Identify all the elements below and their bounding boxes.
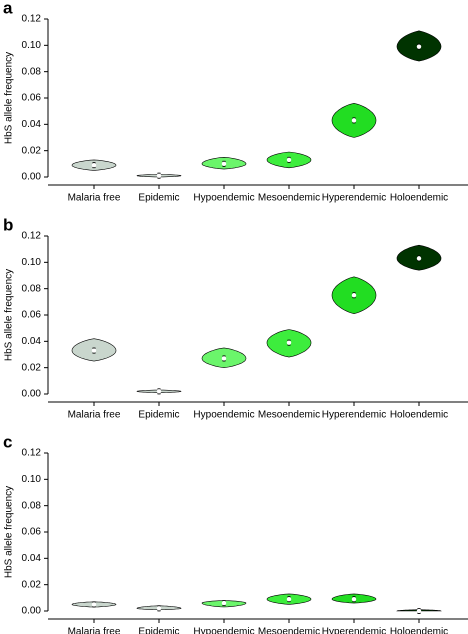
y-tick-label: 0.10 <box>22 40 42 51</box>
x-tick-label: Mesoendemic <box>258 193 320 204</box>
median-dot <box>91 348 97 353</box>
y-tick-label: 0.04 <box>22 553 42 564</box>
y-axis-label: HbS allele frequency <box>4 52 15 144</box>
y-tick-label: 0.12 <box>22 231 42 242</box>
panel-letter: a <box>3 0 13 17</box>
y-axis-label: HbS allele frequency <box>4 486 15 578</box>
median-dot <box>286 596 292 602</box>
median-dot <box>156 606 162 611</box>
y-tick-label: 0.06 <box>22 93 42 104</box>
y-tick-label: 0.04 <box>22 336 42 347</box>
y-tick-label: 0.00 <box>22 172 42 183</box>
median-dot <box>351 118 357 123</box>
y-tick-label: 0.02 <box>22 579 42 590</box>
x-tick-label: Holoendemic <box>390 410 448 421</box>
x-tick-label: Hypoendemic <box>193 193 254 204</box>
x-tick-label: Malaria free <box>68 193 121 204</box>
median-dot <box>91 162 97 168</box>
median-dot <box>221 600 227 606</box>
x-tick-label: Hypoendemic <box>193 627 254 634</box>
x-tick-label: Hypoendemic <box>193 410 254 421</box>
panel-letter: c <box>3 432 12 451</box>
median-dot <box>221 356 227 361</box>
x-tick-label: Holoendemic <box>390 627 448 634</box>
y-tick-label: 0.08 <box>22 283 42 294</box>
x-tick-label: Malaria free <box>68 410 121 421</box>
median-dot <box>351 293 357 298</box>
median-dot <box>286 157 292 163</box>
x-tick-label: Hyperendemic <box>322 410 386 421</box>
panel-letter: b <box>3 215 13 234</box>
y-tick-label: 0.12 <box>22 14 42 25</box>
y-tick-label: 0.06 <box>22 527 42 538</box>
median-dot <box>416 256 422 261</box>
y-tick-label: 0.04 <box>22 119 42 130</box>
median-dot <box>156 173 162 178</box>
y-tick-label: 0.00 <box>22 389 42 400</box>
x-tick-label: Malaria free <box>68 627 121 634</box>
x-tick-label: Holoendemic <box>390 193 448 204</box>
median-dot <box>156 389 162 394</box>
x-tick-label: Mesoendemic <box>258 410 320 421</box>
y-tick-label: 0.06 <box>22 310 42 321</box>
x-tick-label: Hyperendemic <box>322 193 386 204</box>
y-tick-label: 0.10 <box>22 257 42 268</box>
x-tick-label: Mesoendemic <box>258 627 320 634</box>
median-dot <box>351 596 357 602</box>
median-dot <box>416 44 422 49</box>
median-dot <box>221 161 227 167</box>
y-tick-label: 0.00 <box>22 606 42 617</box>
median-dot <box>91 602 97 607</box>
x-tick-label: Epidemic <box>138 193 179 204</box>
y-tick-label: 0.02 <box>22 362 42 373</box>
x-tick-label: Epidemic <box>138 410 179 421</box>
y-tick-label: 0.08 <box>22 66 42 77</box>
y-tick-label: 0.08 <box>22 500 42 511</box>
median-dot <box>416 608 422 614</box>
y-tick-label: 0.12 <box>22 448 42 459</box>
y-axis-label: HbS allele frequency <box>4 269 15 361</box>
y-tick-label: 0.02 <box>22 145 42 156</box>
x-tick-label: Hyperendemic <box>322 627 386 634</box>
y-tick-label: 0.10 <box>22 474 42 485</box>
median-dot <box>286 340 292 345</box>
x-tick-label: Epidemic <box>138 627 179 634</box>
